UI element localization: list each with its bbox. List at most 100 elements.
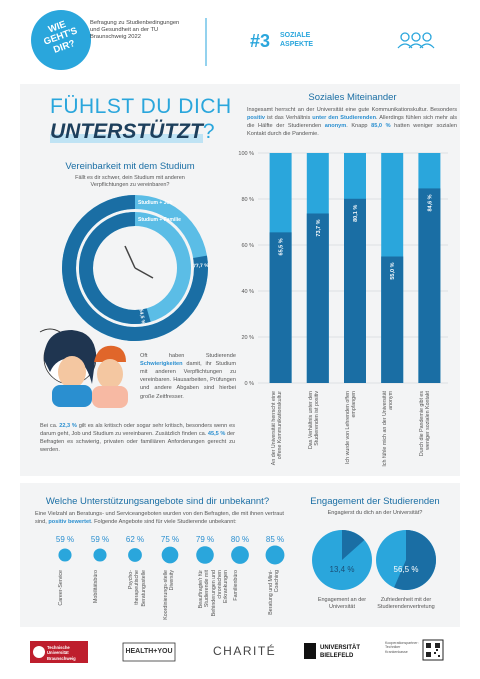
dot-value-label: 85 % <box>266 535 284 544</box>
y-tick-label: 100 % <box>238 151 254 157</box>
bar <box>381 256 404 383</box>
dot-value-label: 59 % <box>91 535 109 544</box>
logo-bielefeld: UNIVERSITÄT BIELEFELD <box>320 645 361 659</box>
highlight-text: anonym <box>324 123 347 130</box>
bar-value-label: 55,0 % <box>390 262 396 279</box>
bar-value-label: 84,6 % <box>427 194 433 211</box>
y-tick-label: 60 % <box>241 243 254 249</box>
x-tick-label: Ich wurde von Lehrenden offen empfangen <box>345 391 358 464</box>
dot-value-label: 79 % <box>196 535 214 544</box>
text-segment: der Befragten es schwierig, privaten ode… <box>40 431 235 454</box>
highlight-text: 22,3 % <box>59 423 77 429</box>
clock-hand <box>124 245 136 269</box>
y-tick-label: 0 % <box>245 381 255 387</box>
people-illustration <box>39 328 128 408</box>
dot-label: Psycho-therapeutische Beratungsstelle <box>128 570 147 607</box>
dot <box>93 548 107 562</box>
y-tick-label: 80 % <box>241 197 254 203</box>
question: Fällt es dir schwer, dein Studium mit an… <box>75 175 185 188</box>
text-segment: damit, ihr Studium mit anderen Verpflich… <box>140 361 236 400</box>
bar <box>306 213 329 383</box>
text-segment: Insgesamt herrscht an der Universität ei… <box>247 107 457 113</box>
dot-label: Career-Service <box>58 570 64 606</box>
headline-mark: ? <box>202 120 215 143</box>
dot-value-label: 75 % <box>161 535 179 544</box>
dot-label: Mobilitätsbüro <box>93 570 99 603</box>
headline-line1: FÜHLST DU DICH <box>50 95 232 118</box>
dot <box>128 548 142 562</box>
offers-text: Eine Vielzahl an Beratungs- und Servicea… <box>35 510 285 526</box>
ring-value-label: 54,5 % <box>137 308 145 325</box>
partner-text: Kooperationspartner: Techniker Krankenka… <box>385 641 419 654</box>
text-segment: . Knapp <box>346 123 372 130</box>
ring-arc <box>62 195 208 341</box>
section-title: Vereinbarkeit mit dem Studium <box>65 161 195 172</box>
logo-health: HEALTH+YOU <box>125 648 173 655</box>
question: Engagierst du dich an der Universität? <box>327 510 423 516</box>
dot <box>231 546 249 564</box>
y-tick-label: 40 % <box>241 289 254 295</box>
highlight-text: positiv <box>247 115 266 122</box>
x-tick-label: Ich fühle mich an der Universität anonym <box>382 391 395 467</box>
bar-value-label: 65,5 % <box>279 238 285 255</box>
section-title: Soziales Miteinander <box>308 92 397 103</box>
footer-logos <box>30 639 444 663</box>
logo-charite: CHARITÉ <box>213 644 277 658</box>
pie-value-label: 56,5 % <box>394 565 419 574</box>
ring-label: Studium + Job <box>138 200 173 206</box>
issue-topic: SOZIALE ASPEKTE <box>280 32 314 49</box>
dot-label: Beauftragte/r für Studierende mit Behind… <box>198 570 230 617</box>
badge-circle <box>31 10 91 70</box>
dot <box>161 546 179 564</box>
ring-label: Studium + Familie <box>138 217 181 223</box>
text-segment: gilt es als kritisch oder sogar sehr kri… <box>40 423 236 438</box>
y-tick-label: 20 % <box>241 335 254 341</box>
highlight-text: 45,5 % <box>207 431 226 438</box>
dot-label: Beratung und Mini-Coaching <box>268 570 281 615</box>
dot <box>196 546 214 564</box>
social-text: Insgesamt herrscht an der Universität ei… <box>247 106 457 138</box>
highlight-text: Schwierigkeiten <box>140 361 183 368</box>
dot-label: Familienbüro <box>233 570 239 601</box>
text-segment: Bei ca. <box>40 423 60 429</box>
bar-value-label: 73,7 % <box>316 219 322 236</box>
bar-value-label: 80,1 % <box>353 205 359 222</box>
speech-text: Oft haben Studierende Schwierigkeiten da… <box>140 352 236 401</box>
text-segment: hatten weniger sozialen Kontakt durch di… <box>247 123 458 138</box>
x-tick-label: Durch die Pandemie gibt es weniger sozia… <box>419 391 432 457</box>
highlight-text: 85,0 % <box>371 123 391 130</box>
pie-slice <box>342 530 365 560</box>
pie-value-label: 13,4 % <box>330 565 355 574</box>
headline-emphasis: UNTERSTÜTZT <box>50 120 203 143</box>
x-tick-label: Das Verhältnis unter den Studierenden is… <box>307 391 321 450</box>
pie-label: Engagement an der Universität <box>317 597 367 610</box>
dot-value-label: 59 % <box>56 535 74 544</box>
x-tick-label: An der Universität herrscht eine offene … <box>270 391 283 466</box>
dot <box>58 548 72 562</box>
highlight-text: unter den Studierenden <box>312 115 377 122</box>
bar <box>344 198 366 383</box>
ring-value-label: 77,7 % <box>193 263 209 270</box>
text-segment: ist das Verhältnis <box>265 115 313 122</box>
ring-arc <box>79 212 151 324</box>
pie-label: Zufriedenheit mit der Studierendenvertre… <box>377 597 435 610</box>
text-segment: Oft haben Studierende <box>140 353 236 359</box>
section-title: Welche Unterstützungsangebote sind dir u… <box>45 496 270 507</box>
people-icon <box>397 32 435 49</box>
section-title: Engagement der Studierenden <box>310 496 440 507</box>
bar <box>418 188 441 383</box>
text-segment: Eine Vielzahl an Beratungs- und Servicea… <box>35 511 284 526</box>
dot <box>265 545 285 565</box>
pie-slice <box>394 530 437 590</box>
text-segment: . Allerdings fühlen sich mehr als die Hä… <box>247 115 457 130</box>
highlight-text: positiv bewertet <box>48 519 91 526</box>
dot-value-label: 80 % <box>231 535 249 544</box>
compatibility-text: Bei ca. 22,3 % gilt es als kritisch oder… <box>40 422 235 454</box>
clock-hand <box>134 267 154 279</box>
logo-tu: Technische Universität Braunschweig <box>47 645 76 661</box>
dot-label: Koordinierungs-stelle Diversity <box>163 570 176 620</box>
issue-number: #3 <box>250 31 271 51</box>
dot-value-label: 62 % <box>126 535 144 544</box>
